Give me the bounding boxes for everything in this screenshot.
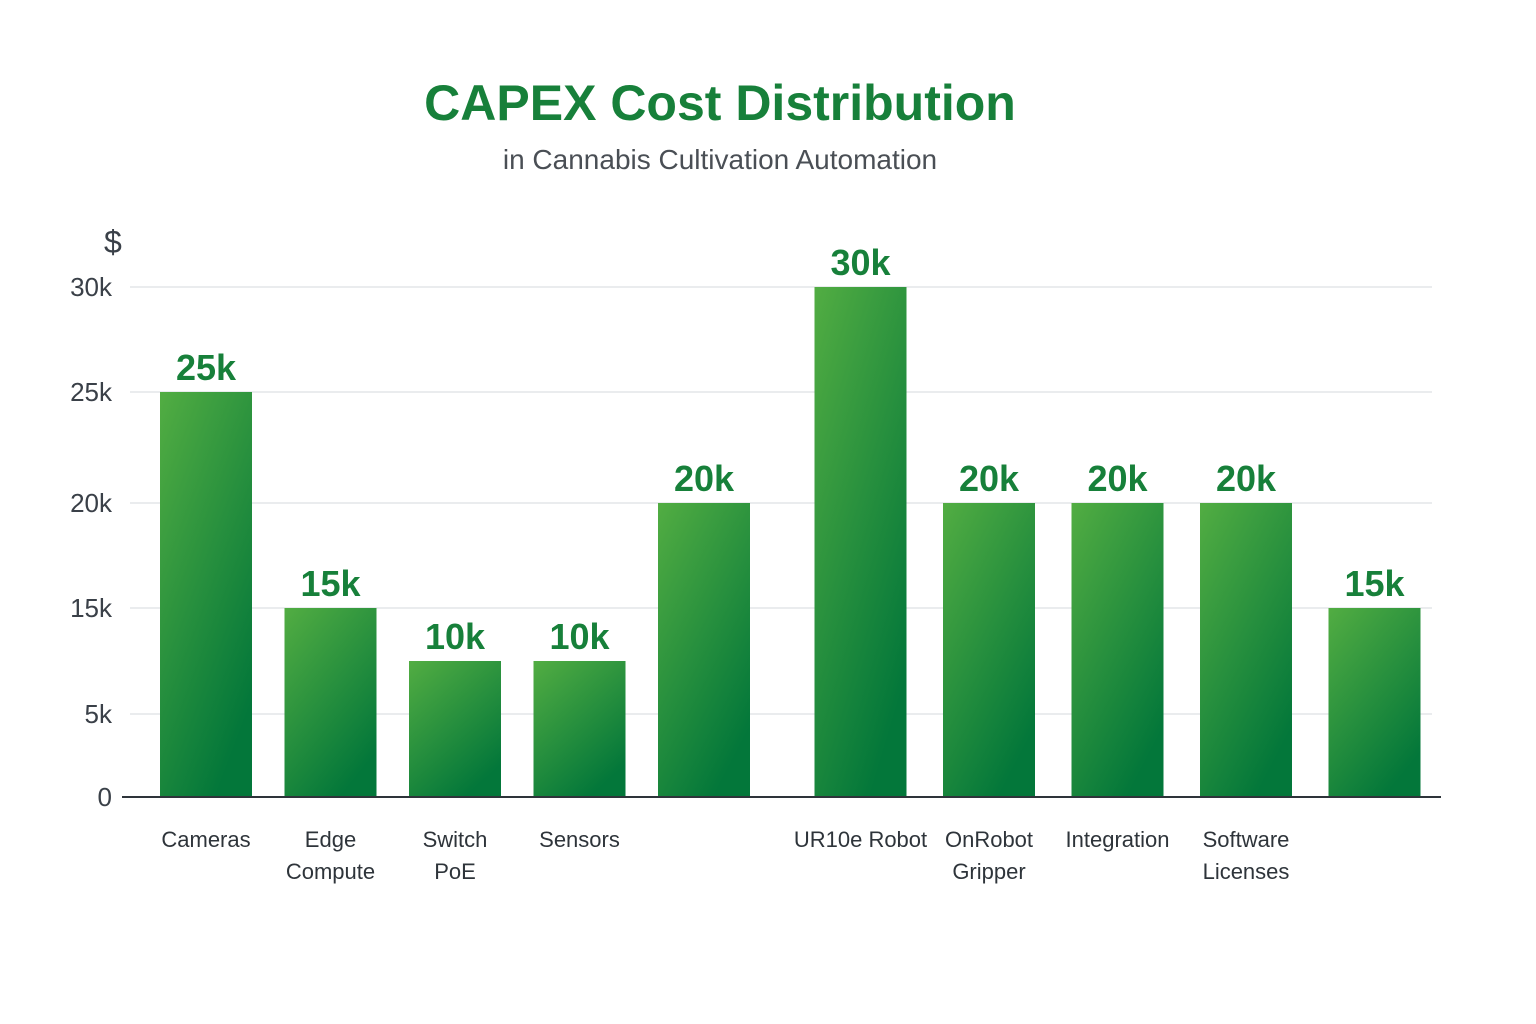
x-tick-label: Edge Compute — [285, 827, 376, 884]
x-tick-label: Switch PoE — [422, 827, 488, 884]
data-label: 15k — [300, 563, 361, 604]
bar — [160, 392, 252, 797]
y-tick-label: 15k — [70, 593, 113, 623]
data-label: 25k — [176, 347, 237, 388]
data-label: 20k — [959, 458, 1020, 499]
data-label: 20k — [1216, 458, 1277, 499]
data-label: 15k — [1344, 563, 1405, 604]
bar — [1200, 503, 1292, 797]
y-tick-label: 30k — [70, 272, 113, 302]
data-label: 20k — [1087, 458, 1148, 499]
chart-title: CAPEX Cost Distribution — [424, 75, 1016, 131]
bar — [658, 503, 750, 797]
y-tick-label: 0 — [98, 782, 112, 812]
bar — [1071, 503, 1164, 797]
data-label: 10k — [549, 616, 610, 657]
bar — [943, 503, 1035, 797]
x-tick-label: Software Licenses — [1202, 827, 1290, 884]
y-axis-label: $ — [104, 224, 122, 260]
bar — [409, 661, 501, 797]
x-tick-label: Sensors — [539, 827, 620, 852]
data-label: 30k — [830, 242, 891, 283]
bar — [814, 287, 907, 797]
x-tick-label: Cameras — [161, 827, 251, 852]
x-tick-label: Integration — [1065, 827, 1170, 852]
bar — [533, 661, 626, 797]
y-tick-label: 5k — [85, 699, 113, 729]
x-tick-label: UR10e Robot — [793, 827, 928, 852]
data-label: 10k — [425, 616, 486, 657]
data-label: 20k — [674, 458, 735, 499]
chart-subtitle: in Cannabis Cultivation Automation — [502, 144, 938, 175]
bar — [284, 608, 377, 797]
y-tick-label: 20k — [70, 488, 113, 518]
x-tick-label: OnRobot Gripper — [944, 827, 1034, 884]
bar — [1328, 608, 1421, 797]
y-tick-label: 25k — [70, 377, 113, 407]
